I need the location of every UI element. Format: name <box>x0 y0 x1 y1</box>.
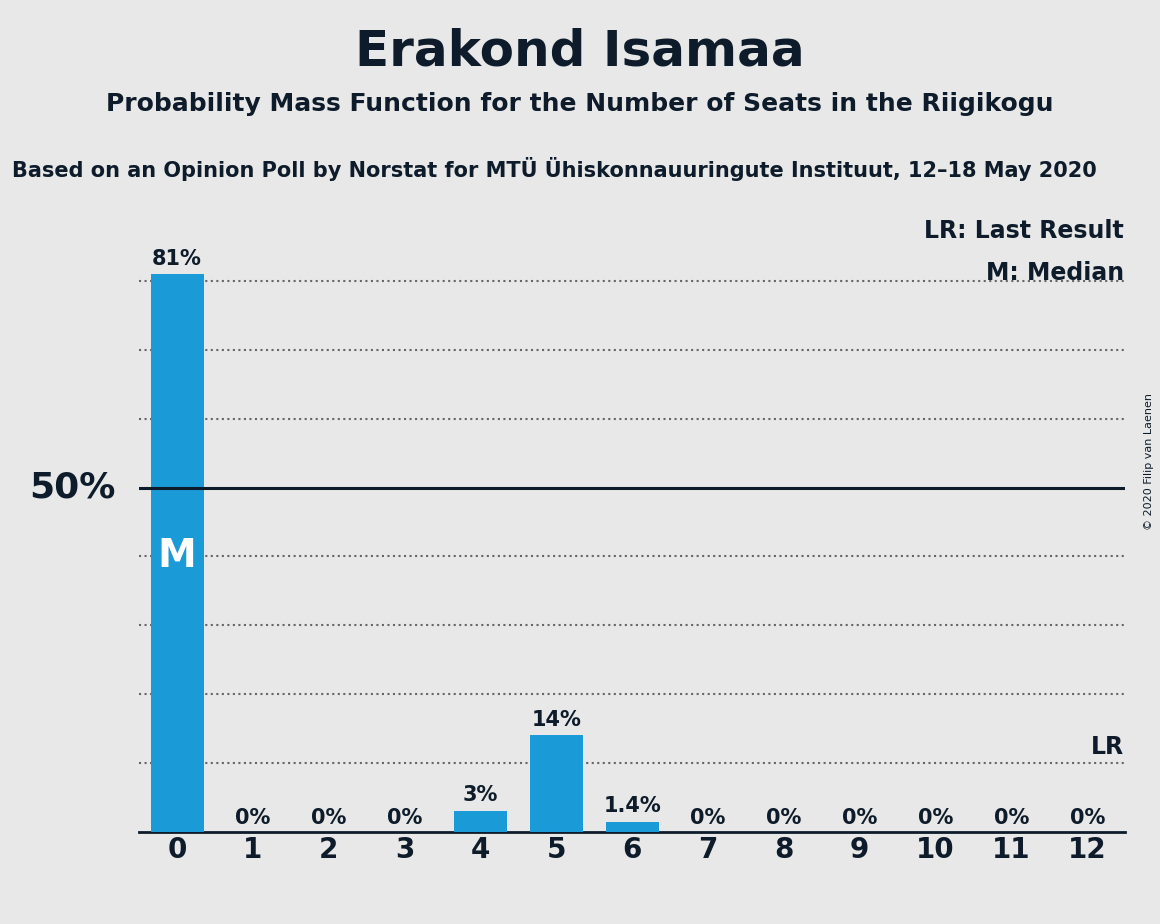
Text: M: Median: M: Median <box>986 261 1124 285</box>
Text: LR: LR <box>1090 736 1124 760</box>
Bar <box>530 736 583 832</box>
Text: Based on an Opinion Poll by Norstat for MTÜ Ühiskonnauuringute Instituut, 12–18 : Based on an Opinion Poll by Norstat for … <box>12 157 1096 181</box>
Text: 0%: 0% <box>994 808 1029 828</box>
Text: 0%: 0% <box>690 808 726 828</box>
Text: 0%: 0% <box>767 808 802 828</box>
Text: 0%: 0% <box>842 808 877 828</box>
Text: 1.4%: 1.4% <box>603 796 661 817</box>
Text: Erakond Isamaa: Erakond Isamaa <box>355 28 805 76</box>
Text: Probability Mass Function for the Number of Seats in the Riigikogu: Probability Mass Function for the Number… <box>107 92 1053 116</box>
Text: © 2020 Filip van Laenen: © 2020 Filip van Laenen <box>1144 394 1154 530</box>
Text: 0%: 0% <box>235 808 270 828</box>
Text: M: M <box>158 538 196 576</box>
Bar <box>151 274 204 832</box>
Bar <box>606 822 659 832</box>
Text: 81%: 81% <box>152 249 202 269</box>
Bar <box>454 811 507 832</box>
Text: 0%: 0% <box>311 808 347 828</box>
Text: 14%: 14% <box>531 710 581 730</box>
Text: 0%: 0% <box>387 808 422 828</box>
Text: LR: Last Result: LR: Last Result <box>923 219 1124 243</box>
Text: 0%: 0% <box>1070 808 1105 828</box>
Text: 0%: 0% <box>918 808 954 828</box>
Text: 50%: 50% <box>30 470 116 505</box>
Text: 3%: 3% <box>463 785 498 806</box>
